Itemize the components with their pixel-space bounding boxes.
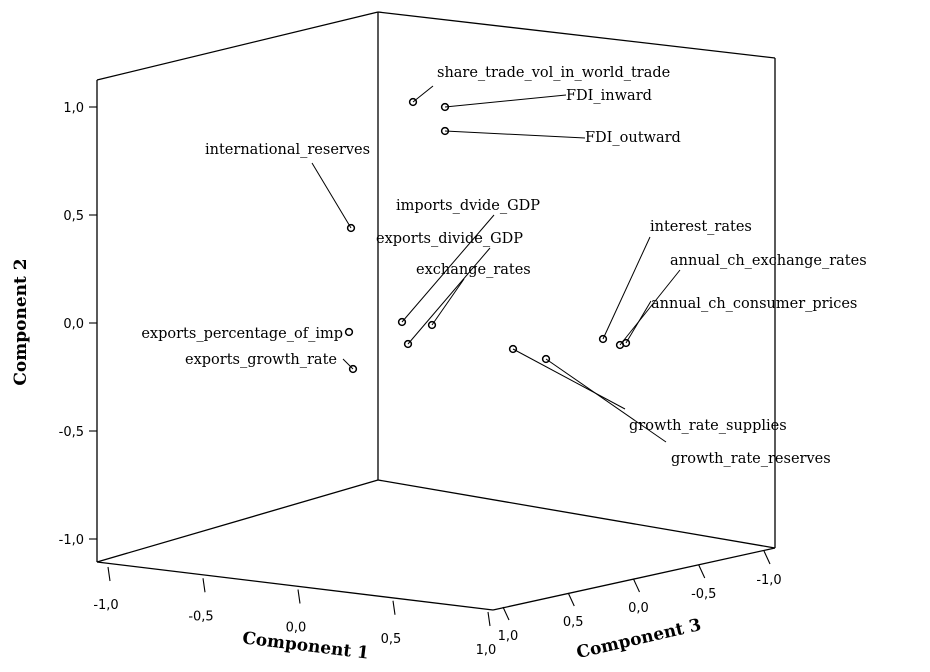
leader-line <box>444 94 567 108</box>
x-tick-label: 0,5 <box>381 632 402 647</box>
leader-line <box>401 214 495 323</box>
leader-line <box>407 247 491 345</box>
point-label: annual_ch_consumer_prices <box>651 296 857 312</box>
data-points <box>344 97 631 374</box>
data-point <box>346 223 356 233</box>
point-label: interest_rates <box>650 219 752 235</box>
box-edge-bottom-right <box>377 479 776 549</box>
point-label: exports_divide_GDP <box>376 231 523 247</box>
leader-line <box>342 358 354 370</box>
leader-lines <box>311 85 681 443</box>
data-point <box>348 364 358 374</box>
leader-line <box>512 348 626 410</box>
x-tick-mark <box>107 566 111 582</box>
y-tick-label: -0,5 <box>59 425 84 440</box>
z-tick-mark <box>502 606 510 621</box>
y-tick-label: 0,5 <box>63 209 84 224</box>
x-tick-mark <box>202 578 206 593</box>
data-point <box>427 320 437 330</box>
axis-title-component-3: Component 3 <box>575 615 703 663</box>
x-tick-label: -0,5 <box>188 609 213 624</box>
leader-line <box>602 236 651 340</box>
x-tick-mark <box>297 589 301 604</box>
leader-line <box>311 162 352 229</box>
z-tick-mark <box>763 550 771 565</box>
z-tick-mark <box>698 564 706 579</box>
z-tick-label: 0,5 <box>563 615 584 630</box>
y-tick-label: 0,0 <box>63 317 84 332</box>
data-point <box>408 97 418 107</box>
data-point <box>403 339 413 349</box>
x-tick-mark <box>392 600 396 615</box>
x-tick-label: 1,0 <box>476 643 497 658</box>
point-label: imports_dvide_GDP <box>396 198 540 214</box>
point-label: share_trade_vol_in_world_trade <box>437 65 670 81</box>
z-tick-mark <box>567 592 575 607</box>
x-tick-mark <box>487 611 491 627</box>
leader-line <box>625 300 652 344</box>
data-point <box>508 344 518 354</box>
point-label: FDI_inward <box>566 88 652 104</box>
point-labels: share_trade_vol_in_world_trade FDI_inward… <box>141 65 866 467</box>
x-tick-label: 0,0 <box>286 621 307 636</box>
box-edge-top-left <box>96 11 379 81</box>
point-label: growth_rate_supplies <box>629 418 787 434</box>
data-point <box>440 126 450 136</box>
z-tick-label: 0,0 <box>628 601 649 616</box>
leader-line <box>619 269 681 346</box>
leader-line <box>444 130 586 139</box>
data-point <box>541 354 551 364</box>
data-point <box>440 102 450 112</box>
data-point <box>344 327 354 337</box>
z-tick-label: 1,0 <box>498 629 519 644</box>
point-label: annual_ch_exchange_rates <box>670 253 867 269</box>
box-edge-top-right <box>377 11 776 59</box>
y-tick-label: 1,0 <box>63 101 84 116</box>
point-label: international_reserves <box>205 142 370 158</box>
y-tick-label: -1,0 <box>59 533 84 548</box>
z-tick-label: -1,0 <box>756 573 781 588</box>
data-point <box>397 317 407 327</box>
box-edge-bottom-left <box>96 479 379 563</box>
leader-line <box>545 358 667 443</box>
axis-ticks: -1,0-0,50,00,51,0-1,0-0,50,00,51,01,00,5… <box>59 101 782 658</box>
point-label: growth_rate_reserves <box>671 451 831 467</box>
box-edge-front-left <box>96 561 494 611</box>
point-label: FDI_outward <box>585 130 681 146</box>
leader-line <box>412 85 434 103</box>
axis-title-component-2: Component 2 <box>11 258 31 385</box>
point-label: exchange_rates <box>416 262 531 278</box>
point-label: exports_percentage_of_imp <box>141 326 343 342</box>
point-label: exports_growth_rate <box>185 352 337 368</box>
z-tick-mark <box>633 578 640 593</box>
z-tick-label: -0,5 <box>691 587 716 602</box>
data-point <box>621 338 631 348</box>
data-point <box>598 334 608 344</box>
x-tick-label: -1,0 <box>93 598 118 613</box>
leader-line <box>431 278 465 326</box>
